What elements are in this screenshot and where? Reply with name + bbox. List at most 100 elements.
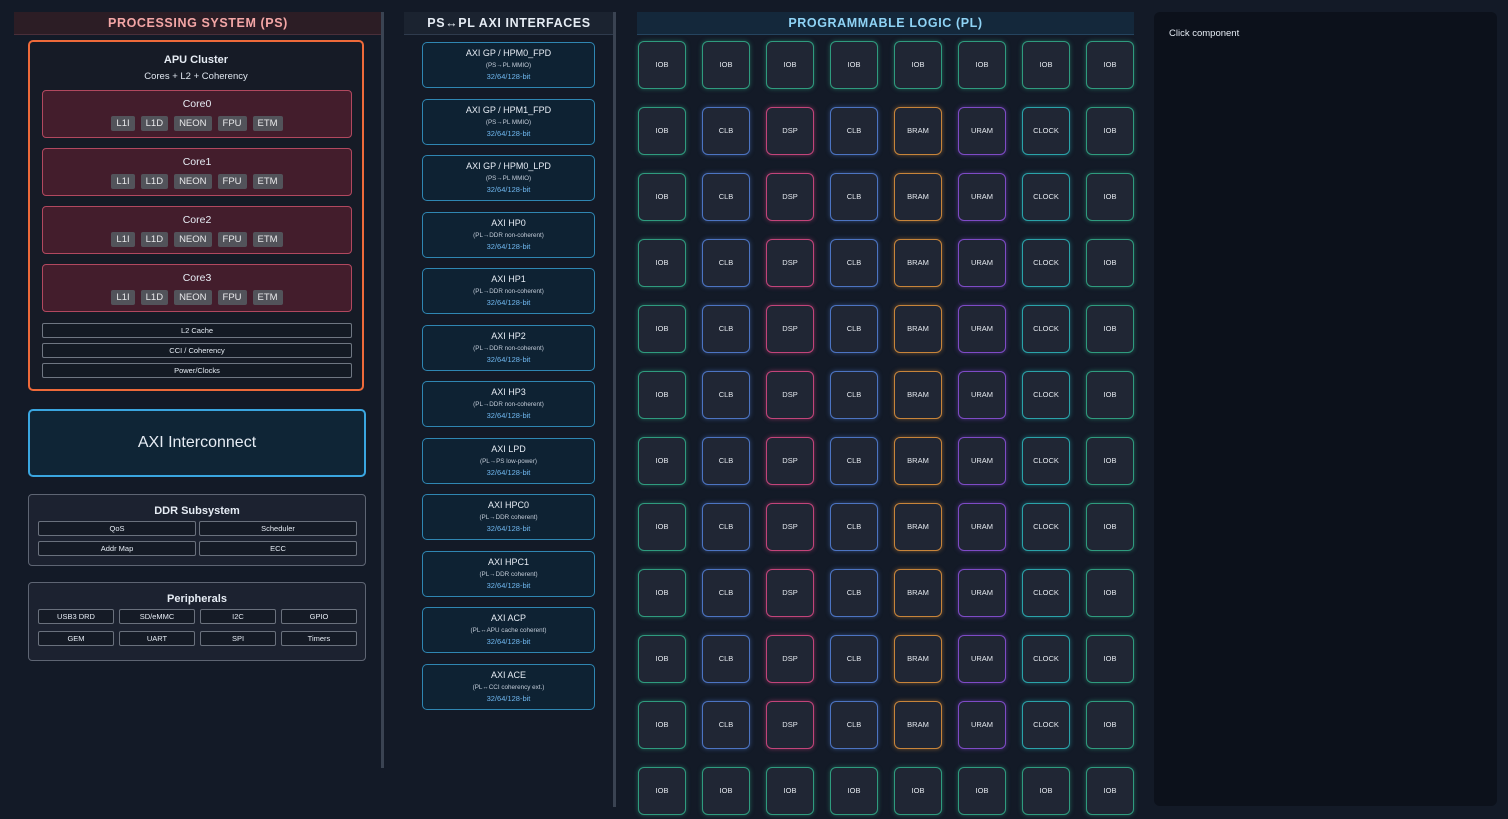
axi-scrollbar[interactable] bbox=[613, 12, 616, 807]
apu-cluster[interactable]: APU Cluster Cores + L2 + Coherency Core0… bbox=[28, 40, 364, 391]
pl-tile-iob[interactable]: IOB bbox=[1086, 635, 1134, 683]
pl-tile-clb[interactable]: CLB bbox=[702, 107, 750, 155]
axi-interface[interactable]: AXI GP / HPM0_FPD (PS→PL MMIO) 32/64/128-b… bbox=[422, 42, 595, 88]
peripheral-item[interactable]: Timers bbox=[281, 631, 357, 646]
pl-tile-bram[interactable]: BRAM bbox=[894, 173, 942, 221]
core-unit-l1d[interactable]: L1D bbox=[140, 232, 169, 247]
pl-tile-uram[interactable]: URAM bbox=[958, 701, 1006, 749]
peripheral-item[interactable]: GEM bbox=[38, 631, 114, 646]
axi-interconnect[interactable]: AXI Interconnect bbox=[28, 409, 366, 477]
pl-tile-iob[interactable]: IOB bbox=[1086, 701, 1134, 749]
pl-tile-iob[interactable]: IOB bbox=[1086, 107, 1134, 155]
pl-tile-iob[interactable]: IOB bbox=[638, 767, 686, 815]
core-unit-etm[interactable]: ETM bbox=[252, 290, 283, 305]
pl-tile-clock[interactable]: CLOCK bbox=[1022, 305, 1070, 353]
core-unit-neon[interactable]: NEON bbox=[174, 174, 212, 189]
peripheral-item[interactable]: USB3 DRD bbox=[38, 609, 114, 624]
pl-tile-clb[interactable]: CLB bbox=[702, 569, 750, 617]
core-unit-l1d[interactable]: L1D bbox=[140, 290, 169, 305]
core-unit-fpu[interactable]: FPU bbox=[217, 116, 247, 131]
pl-tile-iob[interactable]: IOB bbox=[1086, 569, 1134, 617]
ddr-item[interactable]: Addr Map bbox=[38, 541, 196, 556]
pl-tile-iob[interactable]: IOB bbox=[1022, 767, 1070, 815]
pl-tile-clb[interactable]: CLB bbox=[702, 173, 750, 221]
pl-tile-clock[interactable]: CLOCK bbox=[1022, 701, 1070, 749]
axi-interface[interactable]: AXI HP2 (PL→DDR non-coherent) 32/64/128-bi… bbox=[422, 324, 595, 371]
pl-tile-bram[interactable]: BRAM bbox=[894, 305, 942, 353]
pl-tile-iob[interactable]: IOB bbox=[638, 437, 686, 485]
pl-tile-clock[interactable]: CLOCK bbox=[1022, 173, 1070, 221]
ddr-subsystem[interactable]: DDR Subsystem QoS Scheduler Addr Map ECC bbox=[28, 494, 366, 566]
pl-tile-uram[interactable]: URAM bbox=[958, 437, 1006, 485]
core-unit-l1i[interactable]: L1I bbox=[111, 116, 135, 131]
pl-tile-dsp[interactable]: DSP bbox=[766, 107, 814, 155]
pl-tile-iob[interactable]: IOB bbox=[830, 41, 878, 89]
pl-tile-iob[interactable]: IOB bbox=[766, 41, 814, 89]
pl-tile-iob[interactable]: IOB bbox=[702, 41, 750, 89]
core-unit-etm[interactable]: ETM bbox=[252, 232, 283, 247]
apu-shared-2[interactable]: Power/Clocks bbox=[42, 363, 352, 378]
pl-tile-iob[interactable]: IOB bbox=[766, 767, 814, 815]
axi-interface[interactable]: AXI ACP (PL↔APU cache coherent) 32/64/128-… bbox=[422, 607, 595, 653]
pl-tile-iob[interactable]: IOB bbox=[1086, 239, 1134, 287]
pl-tile-iob[interactable]: IOB bbox=[1086, 305, 1134, 353]
pl-tile-clb[interactable]: CLB bbox=[830, 569, 878, 617]
pl-tile-clock[interactable]: CLOCK bbox=[1022, 569, 1070, 617]
pl-tile-uram[interactable]: URAM bbox=[958, 107, 1006, 155]
pl-tile-clb[interactable]: CLB bbox=[830, 305, 878, 353]
pl-tile-clb[interactable]: CLB bbox=[830, 701, 878, 749]
pl-tile-iob[interactable]: IOB bbox=[638, 107, 686, 155]
pl-tile-iob[interactable]: IOB bbox=[638, 305, 686, 353]
axi-interface[interactable]: AXI HP3 (PL→DDR non-coherent) 32/64/128-bi… bbox=[422, 381, 595, 427]
core-3[interactable]: Core3 L1I L1D NEON FPU ETM bbox=[42, 264, 352, 312]
pl-tile-uram[interactable]: URAM bbox=[958, 239, 1006, 287]
pl-tile-dsp[interactable]: DSP bbox=[766, 239, 814, 287]
pl-tile-clock[interactable]: CLOCK bbox=[1022, 503, 1070, 551]
pl-tile-dsp[interactable]: DSP bbox=[766, 173, 814, 221]
axi-interface[interactable]: AXI HP1 (PL→DDR non-coherent) 32/64/128-bi… bbox=[422, 268, 595, 314]
ddr-item[interactable]: QoS bbox=[38, 521, 196, 536]
core-unit-neon[interactable]: NEON bbox=[174, 232, 212, 247]
axi-interface[interactable]: AXI GP / HPM1_FPD (PS→PL MMIO) 32/64/128-b… bbox=[422, 98, 595, 145]
pl-tile-iob[interactable]: IOB bbox=[1086, 371, 1134, 419]
core-unit-etm[interactable]: ETM bbox=[252, 116, 283, 131]
pl-tile-clb[interactable]: CLB bbox=[830, 437, 878, 485]
core-2[interactable]: Core2 L1I L1D NEON FPU ETM bbox=[42, 206, 352, 254]
pl-tile-clock[interactable]: CLOCK bbox=[1022, 635, 1070, 683]
pl-tile-iob[interactable]: IOB bbox=[638, 173, 686, 221]
pl-tile-dsp[interactable]: DSP bbox=[766, 371, 814, 419]
pl-tile-clb[interactable]: CLB bbox=[830, 503, 878, 551]
pl-tile-dsp[interactable]: DSP bbox=[766, 701, 814, 749]
pl-tile-clock[interactable]: CLOCK bbox=[1022, 371, 1070, 419]
pl-tile-clb[interactable]: CLB bbox=[830, 239, 878, 287]
pl-tile-uram[interactable]: URAM bbox=[958, 635, 1006, 683]
pl-tile-clock[interactable]: CLOCK bbox=[1022, 437, 1070, 485]
pl-tile-dsp[interactable]: DSP bbox=[766, 437, 814, 485]
pl-tile-clb[interactable]: CLB bbox=[830, 107, 878, 155]
pl-tile-bram[interactable]: BRAM bbox=[894, 503, 942, 551]
axi-interface[interactable]: AXI HPC1 (PL→DDR coherent) 32/64/128-bit bbox=[422, 550, 595, 597]
apu-shared-0[interactable]: L2 Cache bbox=[42, 323, 352, 338]
core-0[interactable]: Core0 L1I L1D NEON FPU ETM bbox=[42, 90, 352, 138]
core-unit-l1i[interactable]: L1I bbox=[111, 174, 135, 189]
pl-tile-bram[interactable]: BRAM bbox=[894, 239, 942, 287]
peripheral-item[interactable]: I2C bbox=[200, 609, 276, 624]
pl-tile-bram[interactable]: BRAM bbox=[894, 107, 942, 155]
pl-tile-iob[interactable]: IOB bbox=[894, 41, 942, 89]
core-unit-neon[interactable]: NEON bbox=[174, 116, 212, 131]
core-unit-fpu[interactable]: FPU bbox=[217, 290, 247, 305]
axi-interface[interactable]: AXI HPC0 (PL→DDR coherent) 32/64/128-bit bbox=[422, 494, 595, 540]
pl-tile-iob[interactable]: IOB bbox=[638, 569, 686, 617]
pl-tile-dsp[interactable]: DSP bbox=[766, 569, 814, 617]
pl-tile-iob[interactable]: IOB bbox=[830, 767, 878, 815]
apu-shared-1[interactable]: CCI / Coherency bbox=[42, 343, 352, 358]
pl-tile-uram[interactable]: URAM bbox=[958, 371, 1006, 419]
core-unit-l1i[interactable]: L1I bbox=[111, 290, 135, 305]
pl-tile-iob[interactable]: IOB bbox=[1086, 503, 1134, 551]
pl-tile-iob[interactable]: IOB bbox=[958, 41, 1006, 89]
core-unit-fpu[interactable]: FPU bbox=[217, 232, 247, 247]
axi-interface[interactable]: AXI ACE (PL↔CCI coherency ext.) 32/64/128-… bbox=[422, 663, 595, 710]
ddr-item[interactable]: Scheduler bbox=[199, 521, 357, 536]
pl-tile-iob[interactable]: IOB bbox=[638, 41, 686, 89]
pl-tile-iob[interactable]: IOB bbox=[1022, 41, 1070, 89]
